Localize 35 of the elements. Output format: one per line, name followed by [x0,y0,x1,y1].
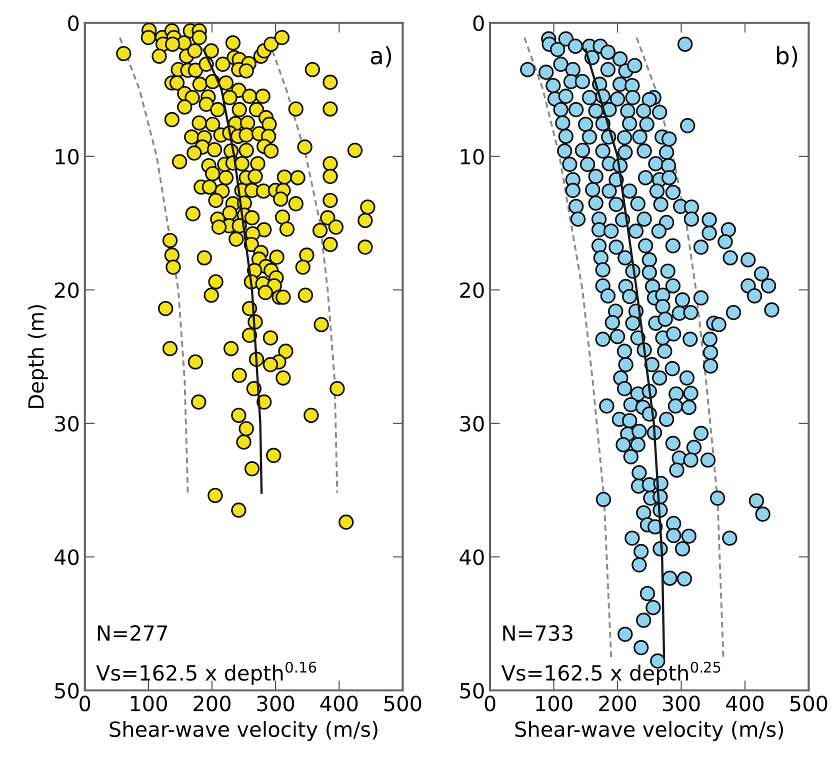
x-axis-title: Shear-wave velocity (m/s) [110,720,378,742]
x-tick-label: 0 [484,696,496,712]
annotation: Vs=162.5 x depth$^{0.25}$ [501,662,720,685]
y-tick-label: 40 [54,549,79,566]
annotation: N=277 [98,625,168,641]
y-tick-label: 10 [56,148,79,165]
x-tick-label: 200 [599,696,636,712]
x-tick-label: 0 [80,696,90,712]
annotation: N=733 [503,625,572,641]
y-tick-label: 40 [460,549,484,566]
y-axis-title: Depth (m) [28,305,48,408]
y-tick-label: 0 [68,15,79,32]
x-tick-label: 200 [194,696,230,712]
line-series [118,36,189,494]
x-tick-label: 500 [384,696,422,712]
y-tick-label: 0 [473,15,484,32]
x-tick-label: 300 [257,696,294,712]
annotation: a) [370,46,392,68]
y-tick-label: 20 [460,282,484,298]
x-tick-label: 400 [726,696,764,712]
annotation: b) [777,46,798,68]
x-tick-label: 400 [320,696,358,712]
x-axis-title: Shear-wave velocity (m/s) [515,720,783,742]
y-tick-label: 50 [55,682,79,699]
y-tick-label: 50 [460,682,484,699]
annotation: Vs=162.5 x depth$^{0.16}$ [96,662,316,685]
line-series [636,36,724,658]
x-tick-label: 300 [662,696,700,712]
x-tick-label: 100 [536,696,572,712]
y-tick-label: 30 [460,416,484,432]
y-tick-label: 10 [460,148,484,165]
x-tick-label: 100 [130,696,167,712]
y-tick-label: 30 [55,416,79,432]
y-tick-label: 20 [55,282,79,298]
x-tick-label: 500 [790,696,828,712]
